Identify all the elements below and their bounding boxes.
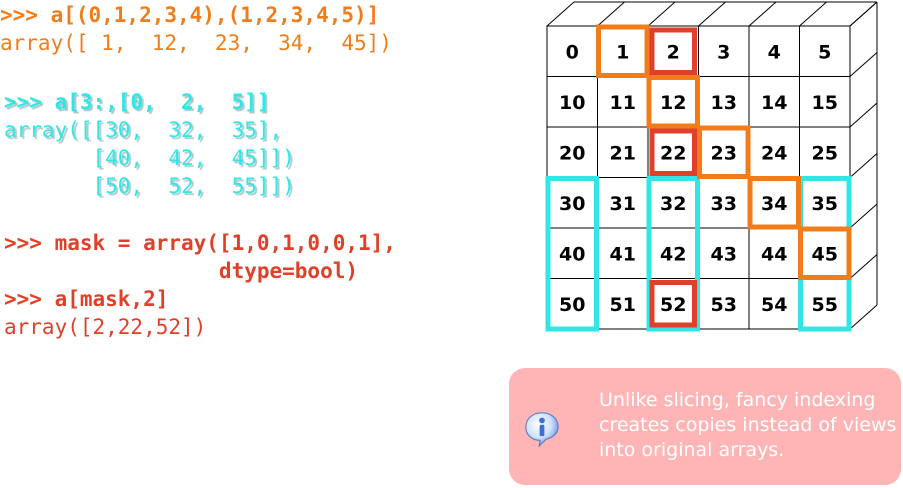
grid-cell-value: 10 xyxy=(559,92,585,114)
code-block2-output-line3: [50, 52, 55]]) xyxy=(4,174,295,198)
code-block2-prompt: >>> a[3:,[0, 2, 5]] xyxy=(4,90,270,114)
grid-cell-value: 41 xyxy=(610,243,636,265)
grid-cell-value: 24 xyxy=(761,142,787,164)
code-block1-prompt: >>> a[(0,1,2,3,4),(1,2,3,4,5)] xyxy=(0,3,380,27)
grid-cell-value: 50 xyxy=(559,294,585,316)
note-box: Unlike slicing, fancy indexing creates c… xyxy=(509,368,901,485)
note-text: Unlike slicing, fancy indexing creates c… xyxy=(599,389,897,461)
code-block3-prompt-line1: >>> mask = array([1,0,1,0,0,1], xyxy=(4,231,396,255)
grid-cell-value: 1 xyxy=(616,41,629,63)
orange-cell-highlight xyxy=(747,176,801,230)
grid-cell-value: 32 xyxy=(660,193,686,215)
grid-cell-value: 33 xyxy=(711,193,737,215)
grid-cell-value: 15 xyxy=(812,92,838,114)
right-face-edge xyxy=(849,52,878,77)
orange-cell-highlight xyxy=(646,75,700,129)
grid-cell-value: 2 xyxy=(667,41,680,63)
code-block2-output-line1: array([[30, 32, 35], xyxy=(4,118,283,142)
grid-cell-value: 31 xyxy=(610,193,636,215)
top-face-edge xyxy=(698,1,726,27)
right-face-edge xyxy=(849,153,878,178)
grid-cell-value: 51 xyxy=(610,294,636,316)
grid-cell-value: 40 xyxy=(559,243,585,265)
grid-cell-value: 45 xyxy=(812,243,838,265)
grid-cell-value: 35 xyxy=(812,193,838,215)
right-face-edge xyxy=(849,304,878,330)
orange-cell-highlight xyxy=(596,24,650,78)
code-block3-prompt-line3: >>> a[mask,2] xyxy=(4,287,169,311)
grid-cell-value: 53 xyxy=(711,294,737,316)
grid-cell-value: 23 xyxy=(711,142,737,164)
grid-cell-value: 34 xyxy=(761,193,787,215)
grid-cell-value: 30 xyxy=(559,193,585,215)
code-block2-output-line2: [40, 42, 45]]) xyxy=(4,146,295,170)
top-face-edge xyxy=(748,1,777,27)
grid-cell-value: 52 xyxy=(660,294,686,316)
red-cell-highlight xyxy=(649,280,697,328)
red-cell-highlight xyxy=(649,27,697,75)
grid-cell-value: 21 xyxy=(610,142,636,164)
grid-cell-value: 13 xyxy=(711,92,737,114)
grid-cell-value: 4 xyxy=(768,41,781,63)
right-face-edge xyxy=(849,203,878,229)
orange-cell-highlight xyxy=(697,125,751,179)
grid-cell-value: 3 xyxy=(717,41,730,63)
code-block1-output: array([ 1, 12, 23, 34, 45]) xyxy=(0,31,392,55)
info-icon xyxy=(525,412,559,448)
grid-cell-value: 43 xyxy=(711,243,737,265)
grid-cell-value: 12 xyxy=(660,92,686,114)
grid-cell-value: 44 xyxy=(761,243,787,265)
grid-cell-value: 42 xyxy=(660,243,686,265)
grid-cell-value: 5 xyxy=(818,41,831,63)
grid-cell-value: 25 xyxy=(812,142,838,164)
code-block3-prompt-line2: dtype=bool) xyxy=(4,259,359,283)
grid-cell-value: 55 xyxy=(812,294,838,316)
top-face-edge xyxy=(647,1,676,27)
cyan-column-highlight xyxy=(545,176,599,332)
grid-cell-value: 20 xyxy=(559,142,585,164)
grid-cell-value: 0 xyxy=(566,41,579,63)
top-face-edge xyxy=(799,1,827,27)
top-face-edge xyxy=(597,1,625,27)
grid-cell-value: 11 xyxy=(610,92,636,114)
red-cell-highlight xyxy=(649,128,697,176)
orange-cell-highlight xyxy=(798,226,852,280)
grid-cell-value: 22 xyxy=(660,142,686,164)
grid-cell-value: 14 xyxy=(761,92,787,114)
grid-cell-value: 54 xyxy=(761,294,787,316)
code-block3-output: array([2,22,52]) xyxy=(4,315,207,339)
right-face-edge xyxy=(849,102,878,128)
cyan-column-highlight xyxy=(646,176,700,332)
right-face-edge xyxy=(849,1,878,27)
right-face-edge xyxy=(849,254,878,279)
top-face-edge xyxy=(546,1,575,27)
